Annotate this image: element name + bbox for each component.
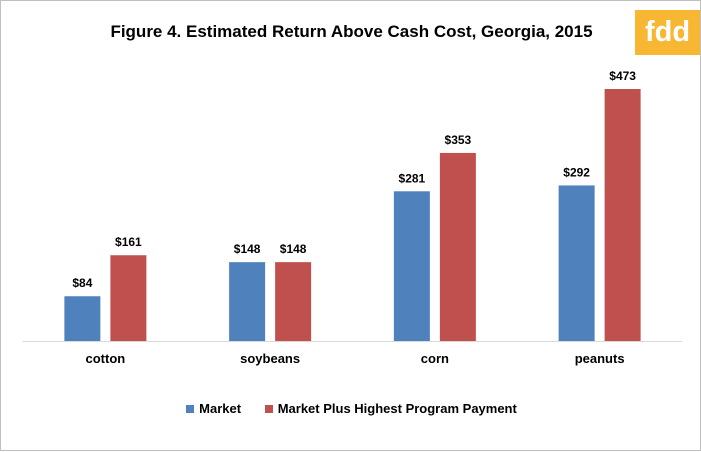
bar-soybeans-market-plus [275,262,312,341]
data-label-peanuts-market-plus: $473 [609,69,636,83]
bar-peanuts-market [558,185,595,341]
legend-swatch-market-plus [264,405,273,413]
data-label-peanuts-market: $292 [563,165,590,179]
legend-swatch-market [186,405,195,413]
data-label-corn-market-plus: $353 [445,133,472,147]
chart-title: Figure 4. Estimated Return Above Cash Co… [110,22,593,41]
x-tick-label-cotton: cotton [86,351,126,366]
data-label-corn-market: $281 [399,171,426,185]
x-tick-label-peanuts: peanuts [575,351,625,366]
legend-label-market: Market [199,401,242,416]
data-label-soybeans-market-plus: $148 [280,242,307,256]
data-label-cotton-market-plus: $161 [115,235,142,249]
bar-soybeans-market [229,262,266,341]
bar-peanuts-market-plus [604,89,641,341]
legend-item-market-plus: Market Plus Highest Program Payment [264,401,517,416]
fdd-logo: fdd [635,10,700,55]
bar-corn-market-plus [439,152,476,341]
bar-corn-market [393,191,430,341]
bar-cotton-market [64,296,101,341]
x-tick-label-soybeans: soybeans [240,351,300,366]
legend-label-market-plus: Market Plus Highest Program Payment [277,401,517,416]
legend-item-market: Market [186,401,241,416]
x-tick-label-corn: corn [421,351,449,366]
bar-cotton-market-plus [110,255,147,341]
data-label-cotton-market: $84 [72,276,92,290]
data-label-soybeans-market: $148 [234,242,261,256]
legend: Market Market Plus Highest Program Payme… [1,401,701,416]
